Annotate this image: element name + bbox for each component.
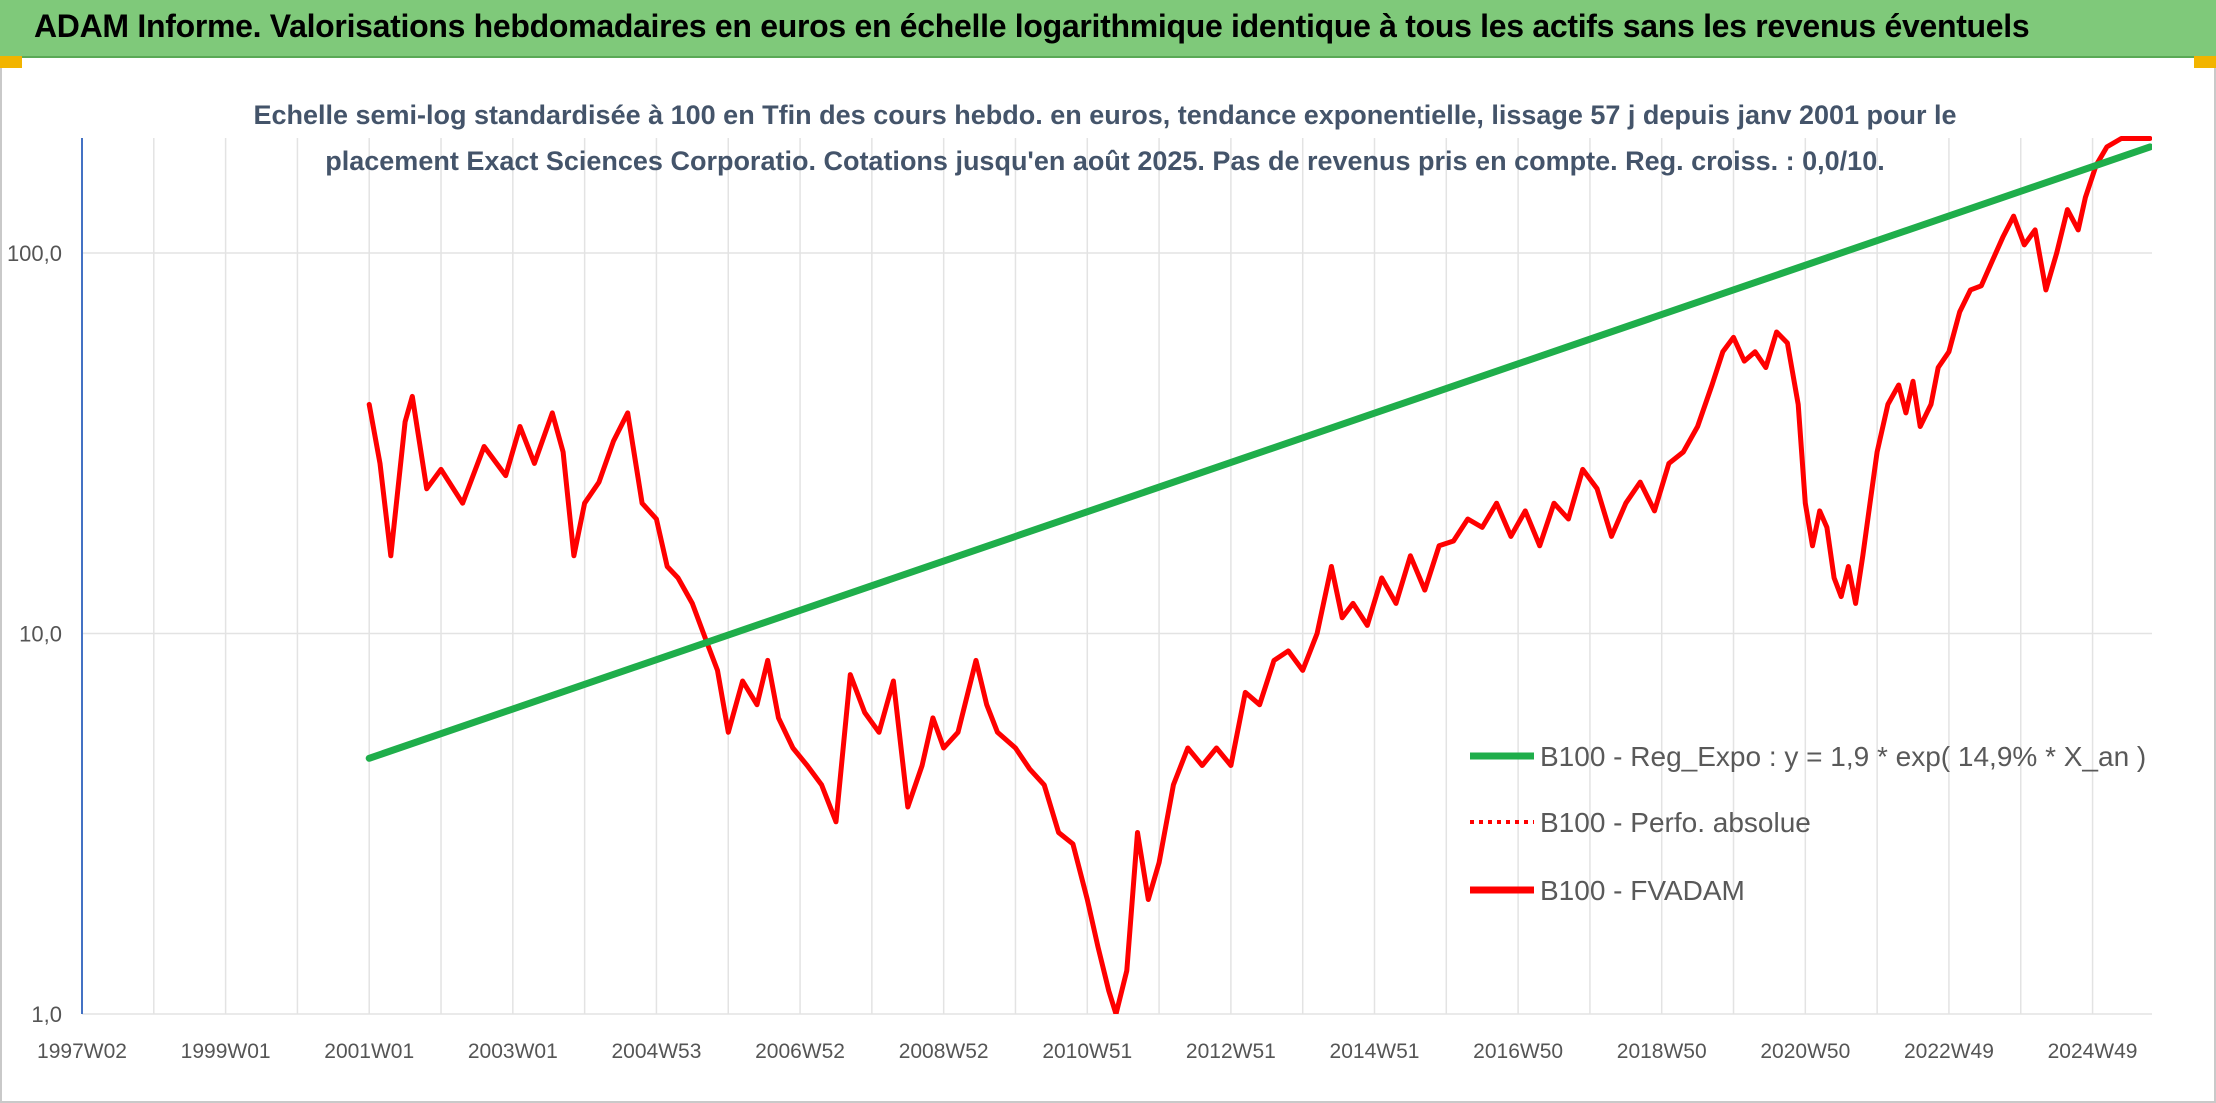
- x-tick-label: 2006W52: [755, 1040, 845, 1063]
- subtitle-line-2: placement Exact Sciences Corporatio. Cot…: [325, 146, 1884, 176]
- x-tick-label: 1997W02: [37, 1040, 127, 1063]
- x-axis-ticks: 1997W02 1999W01 2001W01 2003W01 2004W53 2006W…: [37, 1040, 2137, 1063]
- trend-line: [365, 143, 2152, 762]
- legend: B100 - Reg_Expo : y = 1,9 * exp( 14,9% *…: [1470, 741, 2146, 906]
- legend-label: B100 - Reg_Expo : y = 1,9 * exp( 14,9% *…: [1540, 741, 2146, 772]
- x-tick-label: 1999W01: [181, 1040, 271, 1063]
- y-axis-ticks: 1,0 10,0 100,0: [7, 241, 62, 1027]
- legend-label: B100 - Perfo. absolue: [1540, 807, 1811, 838]
- y-tick-label: 1,0: [31, 1002, 62, 1027]
- x-tick-label: 2018W50: [1617, 1040, 1707, 1063]
- x-tick-label: 2016W50: [1473, 1040, 1563, 1063]
- report-banner: ADAM Informe. Valorisations hebdomadaire…: [0, 0, 2216, 58]
- y-tick-label: 100,0: [7, 241, 62, 266]
- price-line: [366, 136, 2152, 1014]
- x-tick-label: 2022W49: [1904, 1040, 1994, 1063]
- x-tick-label: 2020W50: [1760, 1040, 1850, 1063]
- x-tick-label: 2024W49: [2048, 1040, 2138, 1063]
- y-tick-label: 10,0: [19, 622, 62, 647]
- plot-area: [365, 136, 2152, 1014]
- subtitle-line-1: Echelle semi-log standardisée à 100 en T…: [253, 100, 1956, 130]
- legend-label: B100 - FVADAM: [1540, 875, 1745, 906]
- x-tick-label: 2001W01: [324, 1040, 414, 1063]
- corner-marker-right: [2194, 56, 2216, 68]
- banner-title: ADAM Informe. Valorisations hebdomadaire…: [34, 8, 2030, 44]
- x-tick-label: 2012W51: [1186, 1040, 1276, 1063]
- x-tick-label: 2010W51: [1042, 1040, 1132, 1063]
- corner-marker-left: [0, 56, 22, 68]
- x-tick-label: 2008W52: [899, 1040, 989, 1063]
- chart-subtitle: Echelle semi-log standardisée à 100 en T…: [253, 100, 1956, 176]
- x-tick-label: 2004W53: [611, 1040, 701, 1063]
- x-tick-label: 2014W51: [1330, 1040, 1420, 1063]
- gridlines: [81, 138, 2152, 1015]
- x-tick-label: 2003W01: [468, 1040, 558, 1063]
